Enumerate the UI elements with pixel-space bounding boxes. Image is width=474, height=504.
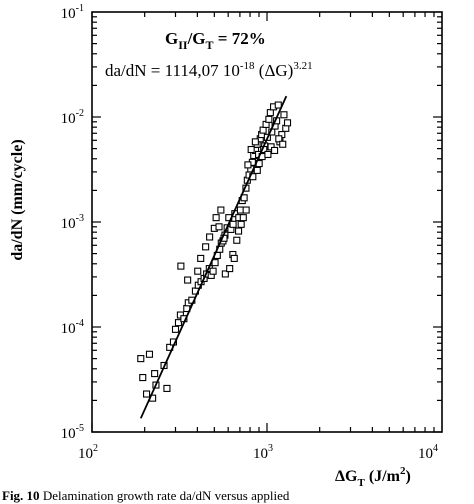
y-tick-label: 10-3 xyxy=(61,213,84,232)
data-point xyxy=(266,109,274,117)
data-point xyxy=(171,325,180,333)
data-point xyxy=(283,119,292,127)
data-point xyxy=(137,355,145,363)
data-point xyxy=(271,146,279,155)
data-point xyxy=(274,101,282,109)
data-point xyxy=(239,214,247,222)
data-point xyxy=(145,350,154,358)
data-point xyxy=(197,254,205,262)
annotation-ratio: GII/GT = 72% xyxy=(165,29,266,52)
data-point xyxy=(253,166,261,174)
data-point xyxy=(202,243,210,251)
y-tick-label: 10-4 xyxy=(61,318,84,337)
annotation-law: da/dN = 1114,07 10-18 (ΔG)3.21 xyxy=(105,60,313,80)
data-point xyxy=(279,140,287,148)
y-tick-label: 10-1 xyxy=(61,3,84,22)
data-point xyxy=(235,227,243,235)
data-point xyxy=(212,214,220,222)
data-point xyxy=(233,236,241,244)
y-axis-label: da/dN (mm/cycle) xyxy=(9,139,26,260)
y-tick-label: 10-2 xyxy=(61,108,84,127)
x-tick-label: 102 xyxy=(78,443,98,462)
data-point xyxy=(265,115,273,123)
data-point xyxy=(184,276,192,284)
plot-frame xyxy=(91,11,443,433)
x-axis-label: ΔGT (J/m2) xyxy=(335,465,411,489)
data-point xyxy=(230,254,238,262)
data-point xyxy=(236,206,244,214)
data-point xyxy=(215,223,223,231)
data-point xyxy=(174,319,183,327)
data-point xyxy=(209,267,217,275)
data-point xyxy=(242,206,250,214)
data-point xyxy=(259,126,267,134)
data-point xyxy=(177,262,185,270)
data-point xyxy=(151,370,159,378)
data-points xyxy=(137,101,292,402)
data-point xyxy=(221,270,229,278)
figure-caption: Fig. 10 Delamination growth rate da/dN v… xyxy=(2,488,472,504)
caption-text: Delamination growth rate da/dN versus ap… xyxy=(39,488,290,503)
y-tick-label: 10-5 xyxy=(61,423,84,442)
x-tick-labels: 102 103 104 xyxy=(78,443,438,462)
x-tick-label: 103 xyxy=(253,443,273,462)
data-point xyxy=(163,384,171,392)
x-tick-label: 104 xyxy=(418,443,438,462)
data-point xyxy=(264,150,272,158)
data-point xyxy=(244,161,252,169)
data-point xyxy=(206,233,214,241)
data-point xyxy=(194,267,202,275)
data-point xyxy=(229,220,237,228)
data-point xyxy=(275,135,283,143)
data-point xyxy=(226,265,234,273)
y-tick-labels: 10-5 10-4 10-3 10-2 10-1 xyxy=(61,3,84,442)
data-point xyxy=(237,220,245,228)
data-point xyxy=(251,138,259,146)
data-point xyxy=(280,111,288,119)
fit-line xyxy=(139,95,288,419)
caption-fig-label: Fig. 10 xyxy=(2,488,40,503)
data-point xyxy=(139,374,147,382)
data-point xyxy=(217,206,225,214)
data-point xyxy=(143,390,151,398)
data-point xyxy=(247,145,255,154)
